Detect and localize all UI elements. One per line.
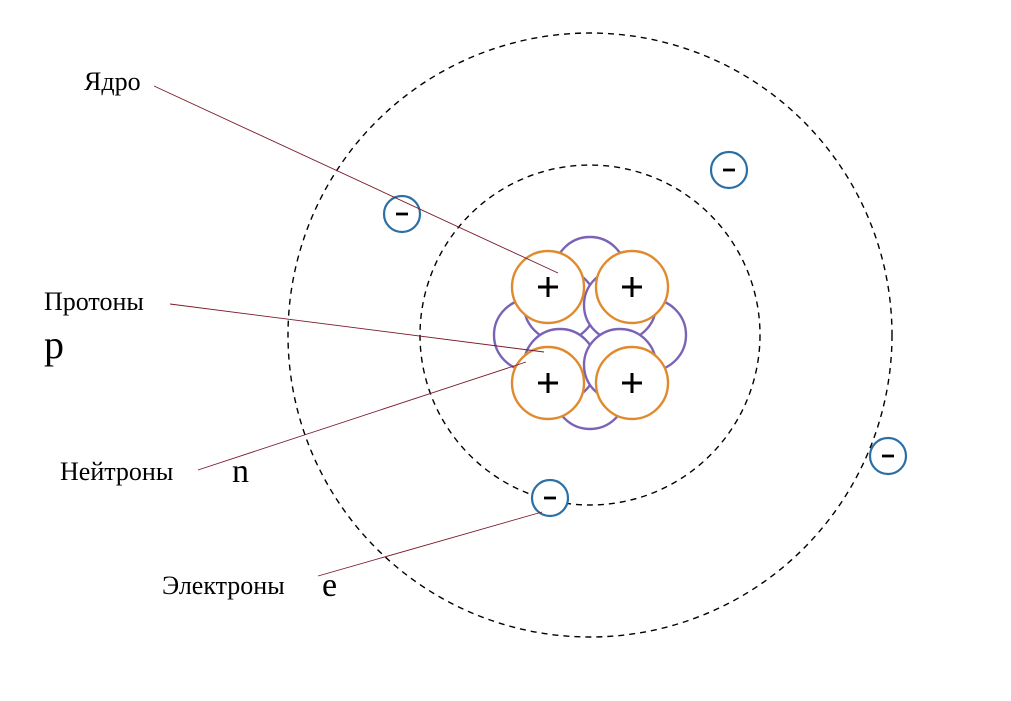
symbol-electron: e bbox=[322, 567, 337, 604]
symbol-proton: p bbox=[44, 322, 64, 367]
leader-line bbox=[154, 86, 558, 273]
electron bbox=[384, 196, 420, 232]
electron bbox=[711, 152, 747, 188]
electron bbox=[532, 480, 568, 516]
symbol-neutron: n bbox=[232, 453, 249, 490]
label-nucleus: Ядро bbox=[84, 67, 141, 96]
electron bbox=[870, 438, 906, 474]
label-electrons: Электроны bbox=[162, 571, 285, 600]
atom-diagram: Ядро Протоны p Нейтроны n Электроны e bbox=[0, 0, 1011, 701]
leader-line bbox=[318, 512, 542, 576]
label-neutrons: Нейтроны bbox=[60, 457, 173, 486]
label-protons: Протоны bbox=[44, 287, 144, 316]
nucleus bbox=[494, 237, 686, 429]
leader-line bbox=[170, 304, 544, 352]
